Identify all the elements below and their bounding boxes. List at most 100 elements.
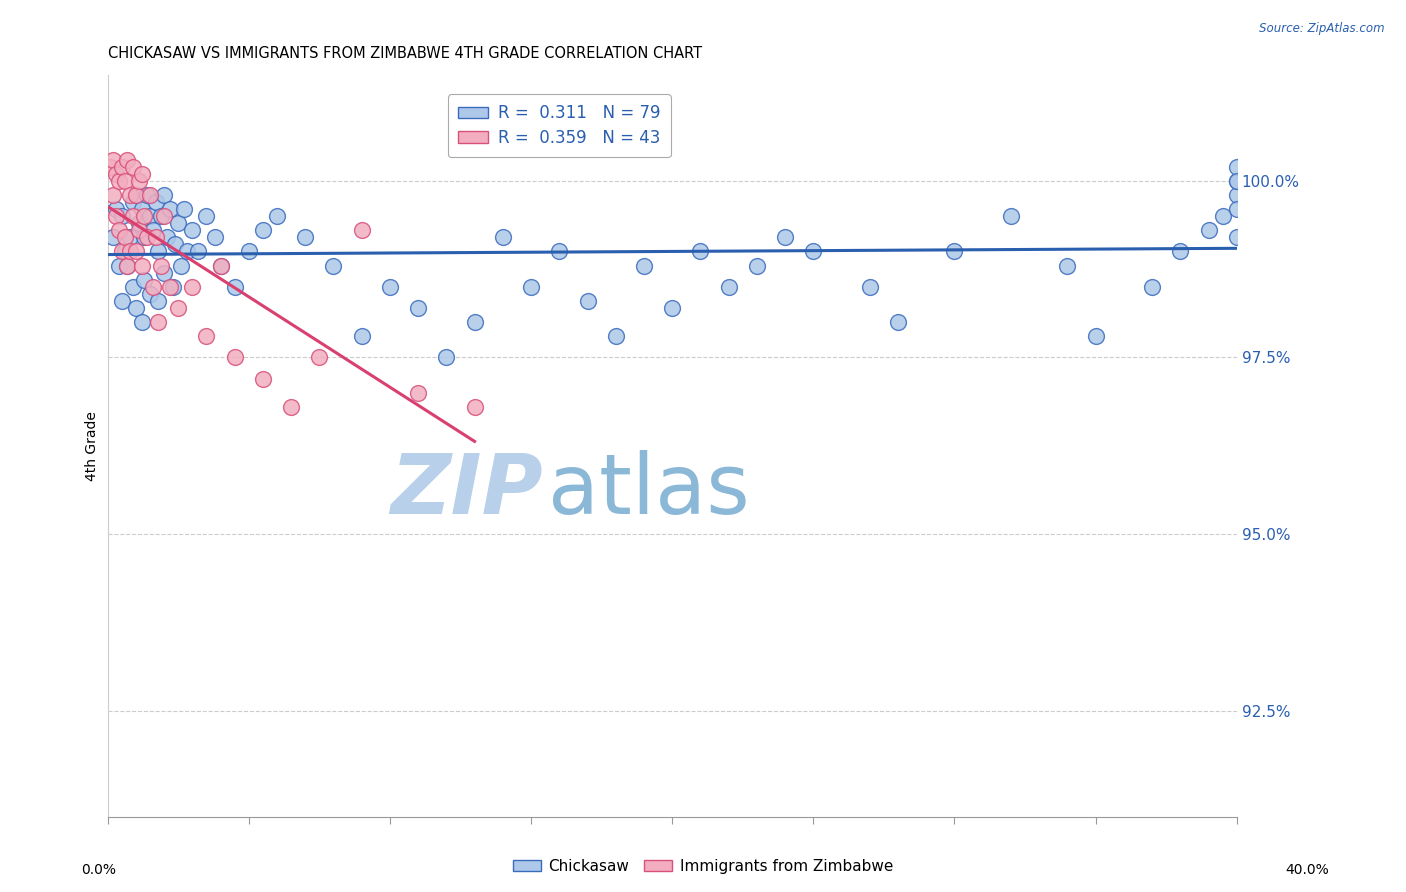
Point: [159, 280, 181, 294]
Point: [209, 259, 232, 273]
Point: [801, 244, 824, 259]
Point: [1198, 223, 1220, 237]
Point: [156, 230, 179, 244]
Point: [378, 280, 401, 294]
Point: [224, 351, 246, 365]
Point: [128, 174, 150, 188]
Point: [308, 351, 330, 365]
Text: ZIP: ZIP: [389, 450, 543, 531]
Point: [105, 209, 128, 223]
Point: [111, 209, 134, 223]
Point: [252, 223, 274, 237]
Point: [148, 244, 170, 259]
Point: [548, 244, 571, 259]
Point: [204, 230, 226, 244]
Point: [173, 202, 195, 216]
Point: [111, 293, 134, 308]
Point: [717, 280, 740, 294]
Point: [1084, 329, 1107, 343]
Point: [131, 259, 153, 273]
Point: [103, 153, 125, 167]
Point: [661, 301, 683, 315]
Point: [1226, 174, 1249, 188]
Point: [1226, 188, 1249, 202]
Text: atlas: atlas: [548, 450, 749, 531]
Point: [492, 230, 515, 244]
Point: [122, 209, 145, 223]
Point: [108, 174, 131, 188]
Point: [142, 280, 165, 294]
Point: [125, 244, 148, 259]
Point: [605, 329, 627, 343]
Point: [153, 188, 176, 202]
Point: [943, 244, 966, 259]
Point: [122, 280, 145, 294]
Point: [100, 160, 122, 174]
Point: [131, 315, 153, 329]
Point: [170, 259, 193, 273]
Point: [120, 188, 142, 202]
Point: [434, 351, 457, 365]
Point: [103, 188, 125, 202]
Point: [689, 244, 711, 259]
Point: [125, 188, 148, 202]
Point: [134, 273, 156, 287]
Legend: R =  0.311   N = 79, R =  0.359   N = 43: R = 0.311 N = 79, R = 0.359 N = 43: [449, 95, 671, 157]
Point: [108, 223, 131, 237]
Text: Source: ZipAtlas.com: Source: ZipAtlas.com: [1260, 22, 1385, 36]
Point: [167, 216, 190, 230]
Point: [105, 167, 128, 181]
Point: [136, 230, 159, 244]
Point: [176, 244, 198, 259]
Point: [745, 259, 768, 273]
Point: [322, 259, 344, 273]
Point: [159, 202, 181, 216]
Point: [195, 329, 218, 343]
Point: [633, 259, 655, 273]
Point: [117, 153, 139, 167]
Point: [1226, 160, 1249, 174]
Point: [139, 209, 162, 223]
Point: [122, 194, 145, 209]
Point: [187, 244, 209, 259]
Legend: Chickasaw, Immigrants from Zimbabwe: Chickasaw, Immigrants from Zimbabwe: [508, 853, 898, 880]
Point: [117, 259, 139, 273]
Point: [134, 209, 156, 223]
Point: [266, 209, 288, 223]
Point: [153, 209, 176, 223]
Point: [576, 293, 599, 308]
Point: [131, 202, 153, 216]
Point: [114, 230, 136, 244]
Point: [134, 230, 156, 244]
Point: [103, 230, 125, 244]
Point: [165, 237, 187, 252]
Point: [1226, 202, 1249, 216]
Point: [195, 209, 218, 223]
Point: [111, 160, 134, 174]
Point: [252, 371, 274, 385]
Point: [117, 259, 139, 273]
Point: [181, 280, 204, 294]
Point: [1140, 280, 1163, 294]
Point: [105, 202, 128, 216]
Point: [464, 315, 486, 329]
Point: [150, 259, 173, 273]
Point: [139, 188, 162, 202]
Point: [181, 223, 204, 237]
Point: [145, 230, 167, 244]
Point: [294, 230, 316, 244]
Y-axis label: 4th Grade: 4th Grade: [86, 411, 100, 481]
Point: [350, 329, 373, 343]
Point: [859, 280, 882, 294]
Point: [1212, 209, 1234, 223]
Point: [150, 209, 173, 223]
Text: 0.0%: 0.0%: [82, 863, 115, 877]
Point: [1000, 209, 1022, 223]
Point: [125, 188, 148, 202]
Point: [114, 244, 136, 259]
Point: [224, 280, 246, 294]
Point: [1226, 230, 1249, 244]
Point: [128, 223, 150, 237]
Point: [136, 188, 159, 202]
Point: [887, 315, 910, 329]
